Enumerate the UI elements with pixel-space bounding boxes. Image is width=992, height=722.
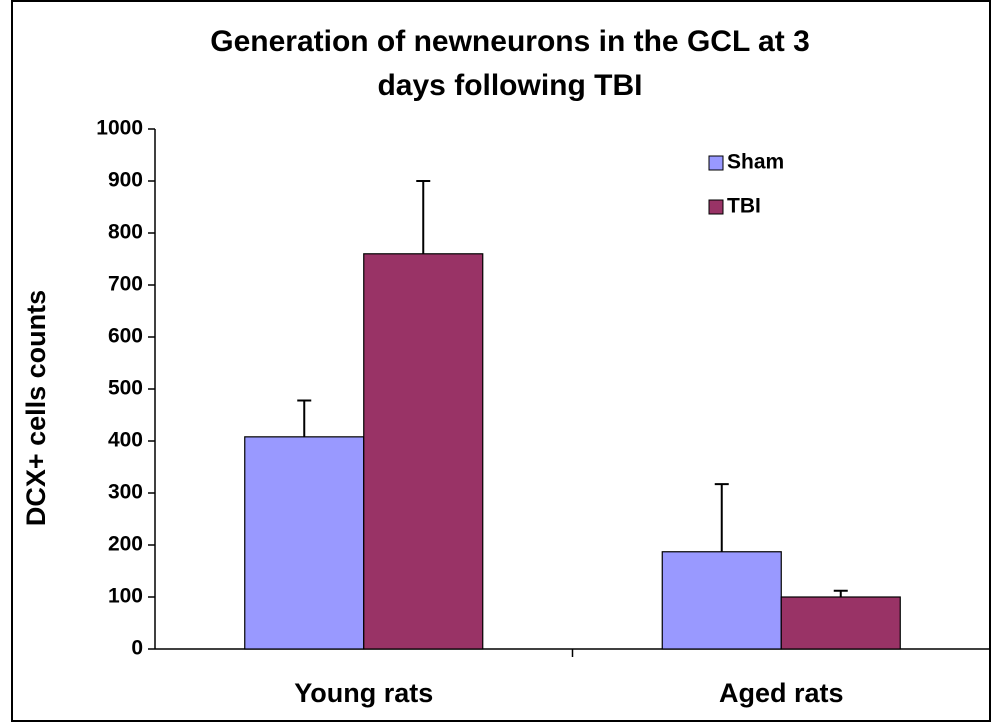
error-bar xyxy=(714,483,729,552)
y-axis-label: DCX+ cells counts xyxy=(21,290,51,526)
y-tick-label: 700 xyxy=(108,273,143,296)
y-tick-label: 200 xyxy=(108,533,143,556)
chart-title: days following TBI xyxy=(377,69,642,102)
error-bar xyxy=(833,589,848,597)
y-tick-label: 300 xyxy=(108,481,143,504)
y-tick-label: 600 xyxy=(108,325,143,348)
legend-label: Sham xyxy=(727,151,784,174)
bar xyxy=(244,436,365,650)
error-bar xyxy=(297,399,312,437)
y-tick-label: 100 xyxy=(108,585,143,608)
x-tick-label: Aged rats xyxy=(719,678,844,708)
legend-swatch xyxy=(708,199,724,215)
y-tick-label: 900 xyxy=(108,169,143,192)
error-bar xyxy=(416,180,431,254)
bar xyxy=(661,551,782,650)
y-tick-label: 800 xyxy=(108,221,143,244)
y-tick-label: 500 xyxy=(108,377,143,400)
y-tick-label: 0 xyxy=(131,637,143,660)
x-tick-label: Young rats xyxy=(294,678,433,708)
legend-label: TBI xyxy=(727,195,761,218)
y-tick-label: 400 xyxy=(108,429,143,452)
chart-title: Generation of newneurons in the GCL at 3 xyxy=(210,25,810,58)
legend-swatch xyxy=(708,155,724,171)
bar xyxy=(780,596,901,650)
y-tick-label: 1000 xyxy=(96,117,143,140)
bar xyxy=(363,253,484,650)
